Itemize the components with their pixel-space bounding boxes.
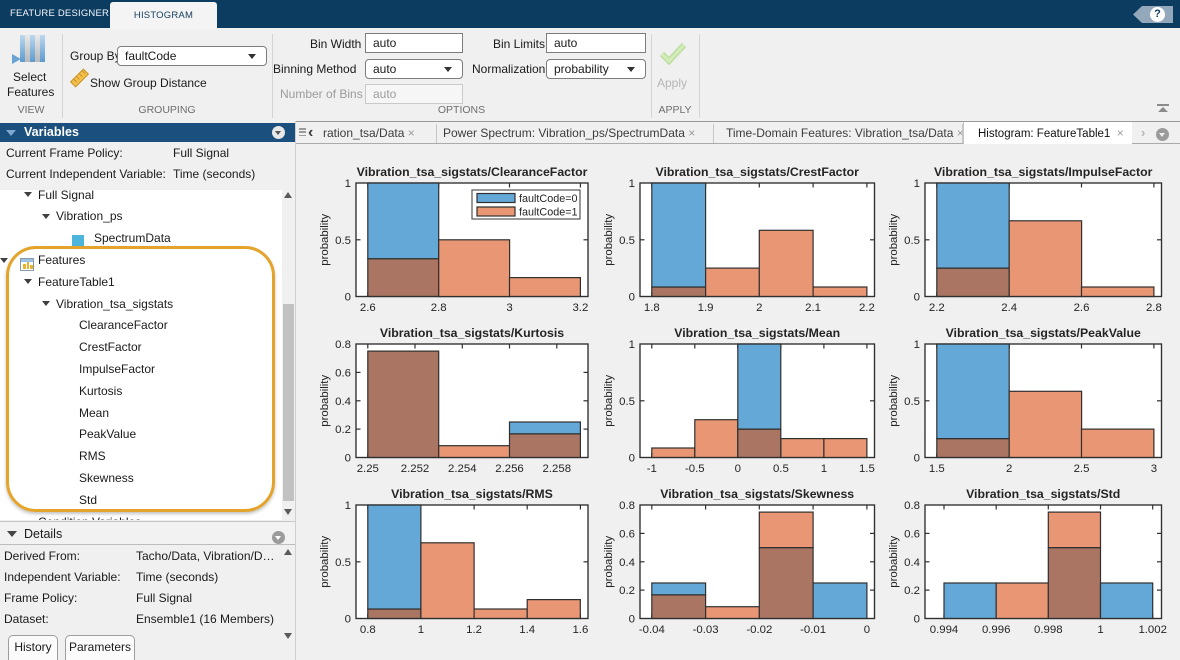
svg-text:2.258: 2.258 [543, 463, 572, 475]
svg-text:0: 0 [914, 453, 920, 465]
svg-text:2.6: 2.6 [360, 302, 376, 314]
svg-text:1: 1 [629, 339, 635, 351]
svg-text:1: 1 [821, 463, 827, 475]
svg-text:2.256: 2.256 [495, 463, 524, 475]
svg-text:0.994: 0.994 [930, 624, 959, 636]
svg-text:Vibration_tsa_sigstats/PeakVal: Vibration_tsa_sigstats/PeakValue [946, 326, 1141, 340]
svg-text:0.6: 0.6 [619, 528, 635, 540]
svg-text:0.4: 0.4 [619, 557, 635, 569]
svg-text:0: 0 [629, 453, 635, 465]
svg-text:0: 0 [914, 614, 920, 626]
svg-text:2.25: 2.25 [357, 463, 379, 475]
svg-text:0: 0 [914, 292, 920, 304]
svg-text:probability: probability [319, 536, 331, 588]
svg-text:-0.02: -0.02 [746, 624, 772, 636]
svg-text:2.254: 2.254 [448, 463, 477, 475]
svg-text:1.4: 1.4 [519, 624, 535, 636]
svg-text:faultCode=0: faultCode=0 [519, 193, 578, 205]
svg-text:0.5: 0.5 [904, 235, 920, 247]
svg-text:2.8: 2.8 [1146, 302, 1162, 314]
svg-text:2.6: 2.6 [1074, 302, 1090, 314]
svg-text:faultCode=1: faultCode=1 [519, 207, 578, 219]
svg-text:Vibration_tsa_sigstats/RMS: Vibration_tsa_sigstats/RMS [391, 487, 553, 501]
svg-text:Vibration_tsa_sigstats/Mean: Vibration_tsa_sigstats/Mean [674, 326, 840, 340]
svg-text:0: 0 [345, 614, 351, 626]
svg-text:0: 0 [345, 292, 351, 304]
svg-text:2: 2 [756, 302, 762, 314]
svg-text:Vibration_tsa_sigstats/Clearan: Vibration_tsa_sigstats/ClearanceFactor [357, 165, 588, 179]
svg-text:Vibration_tsa_sigstats/Kurtosi: Vibration_tsa_sigstats/Kurtosis [380, 326, 564, 340]
svg-text:Vibration_tsa_sigstats/Std: Vibration_tsa_sigstats/Std [966, 487, 1120, 501]
svg-text:1.2: 1.2 [466, 624, 482, 636]
svg-text:1: 1 [1097, 624, 1103, 636]
svg-text:0: 0 [629, 292, 635, 304]
svg-text:1: 1 [418, 624, 424, 636]
svg-text:0.8: 0.8 [904, 500, 920, 512]
svg-text:3: 3 [1151, 463, 1157, 475]
svg-text:3.2: 3.2 [572, 302, 588, 314]
svg-text:2.8: 2.8 [431, 302, 447, 314]
svg-text:1: 1 [914, 339, 920, 351]
svg-text:0.8: 0.8 [335, 339, 351, 351]
svg-text:0.8: 0.8 [619, 500, 635, 512]
svg-text:Vibration_tsa_sigstats/CrestFa: Vibration_tsa_sigstats/CrestFactor [655, 165, 859, 179]
svg-text:0.998: 0.998 [1034, 624, 1063, 636]
svg-text:1: 1 [345, 178, 351, 190]
svg-text:probability: probability [888, 214, 900, 266]
svg-text:0: 0 [864, 624, 870, 636]
svg-text:2.1: 2.1 [805, 302, 821, 314]
svg-text:3: 3 [506, 302, 512, 314]
svg-text:0.2: 0.2 [619, 585, 635, 597]
svg-text:0: 0 [345, 453, 351, 465]
svg-text:1.002: 1.002 [1138, 624, 1167, 636]
svg-text:0.4: 0.4 [335, 396, 351, 408]
svg-text:2.2: 2.2 [859, 302, 875, 314]
svg-text:0: 0 [629, 614, 635, 626]
svg-text:probability: probability [603, 536, 615, 588]
svg-text:0.8: 0.8 [360, 624, 376, 636]
svg-text:1.8: 1.8 [644, 302, 660, 314]
svg-text:0: 0 [735, 463, 741, 475]
svg-text:probability: probability [603, 375, 615, 427]
svg-text:0.6: 0.6 [335, 367, 351, 379]
svg-text:-1: -1 [647, 463, 657, 475]
svg-text:0.5: 0.5 [619, 235, 635, 247]
svg-text:1.9: 1.9 [698, 302, 714, 314]
svg-text:1.5: 1.5 [859, 463, 875, 475]
svg-text:1.6: 1.6 [572, 624, 588, 636]
svg-text:2.2: 2.2 [929, 302, 945, 314]
svg-text:0.2: 0.2 [904, 585, 920, 597]
svg-text:probability: probability [888, 375, 900, 427]
svg-text:2.5: 2.5 [1074, 463, 1090, 475]
svg-text:-0.01: -0.01 [800, 624, 826, 636]
svg-text:0.4: 0.4 [904, 557, 920, 569]
svg-text:-0.03: -0.03 [693, 624, 719, 636]
svg-text:probability: probability [319, 214, 331, 266]
svg-text:0.5: 0.5 [773, 463, 789, 475]
svg-text:probability: probability [319, 375, 331, 427]
svg-text:-0.5: -0.5 [685, 463, 705, 475]
svg-text:0.5: 0.5 [335, 235, 351, 247]
svg-text:1: 1 [629, 178, 635, 190]
svg-text:-0.04: -0.04 [639, 624, 665, 636]
svg-text:Vibration_tsa_sigstats/Impulse: Vibration_tsa_sigstats/ImpulseFactor [934, 165, 1153, 179]
svg-text:0.996: 0.996 [982, 624, 1011, 636]
svg-text:2.4: 2.4 [1001, 302, 1017, 314]
svg-text:1: 1 [345, 500, 351, 512]
svg-text:0.5: 0.5 [335, 557, 351, 569]
svg-text:Vibration_tsa_sigstats/Skewnes: Vibration_tsa_sigstats/Skewness [660, 487, 854, 501]
svg-text:probability: probability [888, 536, 900, 588]
svg-text:2: 2 [1006, 463, 1012, 475]
svg-text:2.252: 2.252 [401, 463, 430, 475]
svg-text:0.2: 0.2 [335, 424, 351, 436]
svg-text:1.5: 1.5 [929, 463, 945, 475]
svg-text:1: 1 [914, 178, 920, 190]
svg-text:0.6: 0.6 [904, 528, 920, 540]
svg-text:0.5: 0.5 [904, 396, 920, 408]
svg-text:0.5: 0.5 [619, 396, 635, 408]
svg-text:probability: probability [603, 214, 615, 266]
